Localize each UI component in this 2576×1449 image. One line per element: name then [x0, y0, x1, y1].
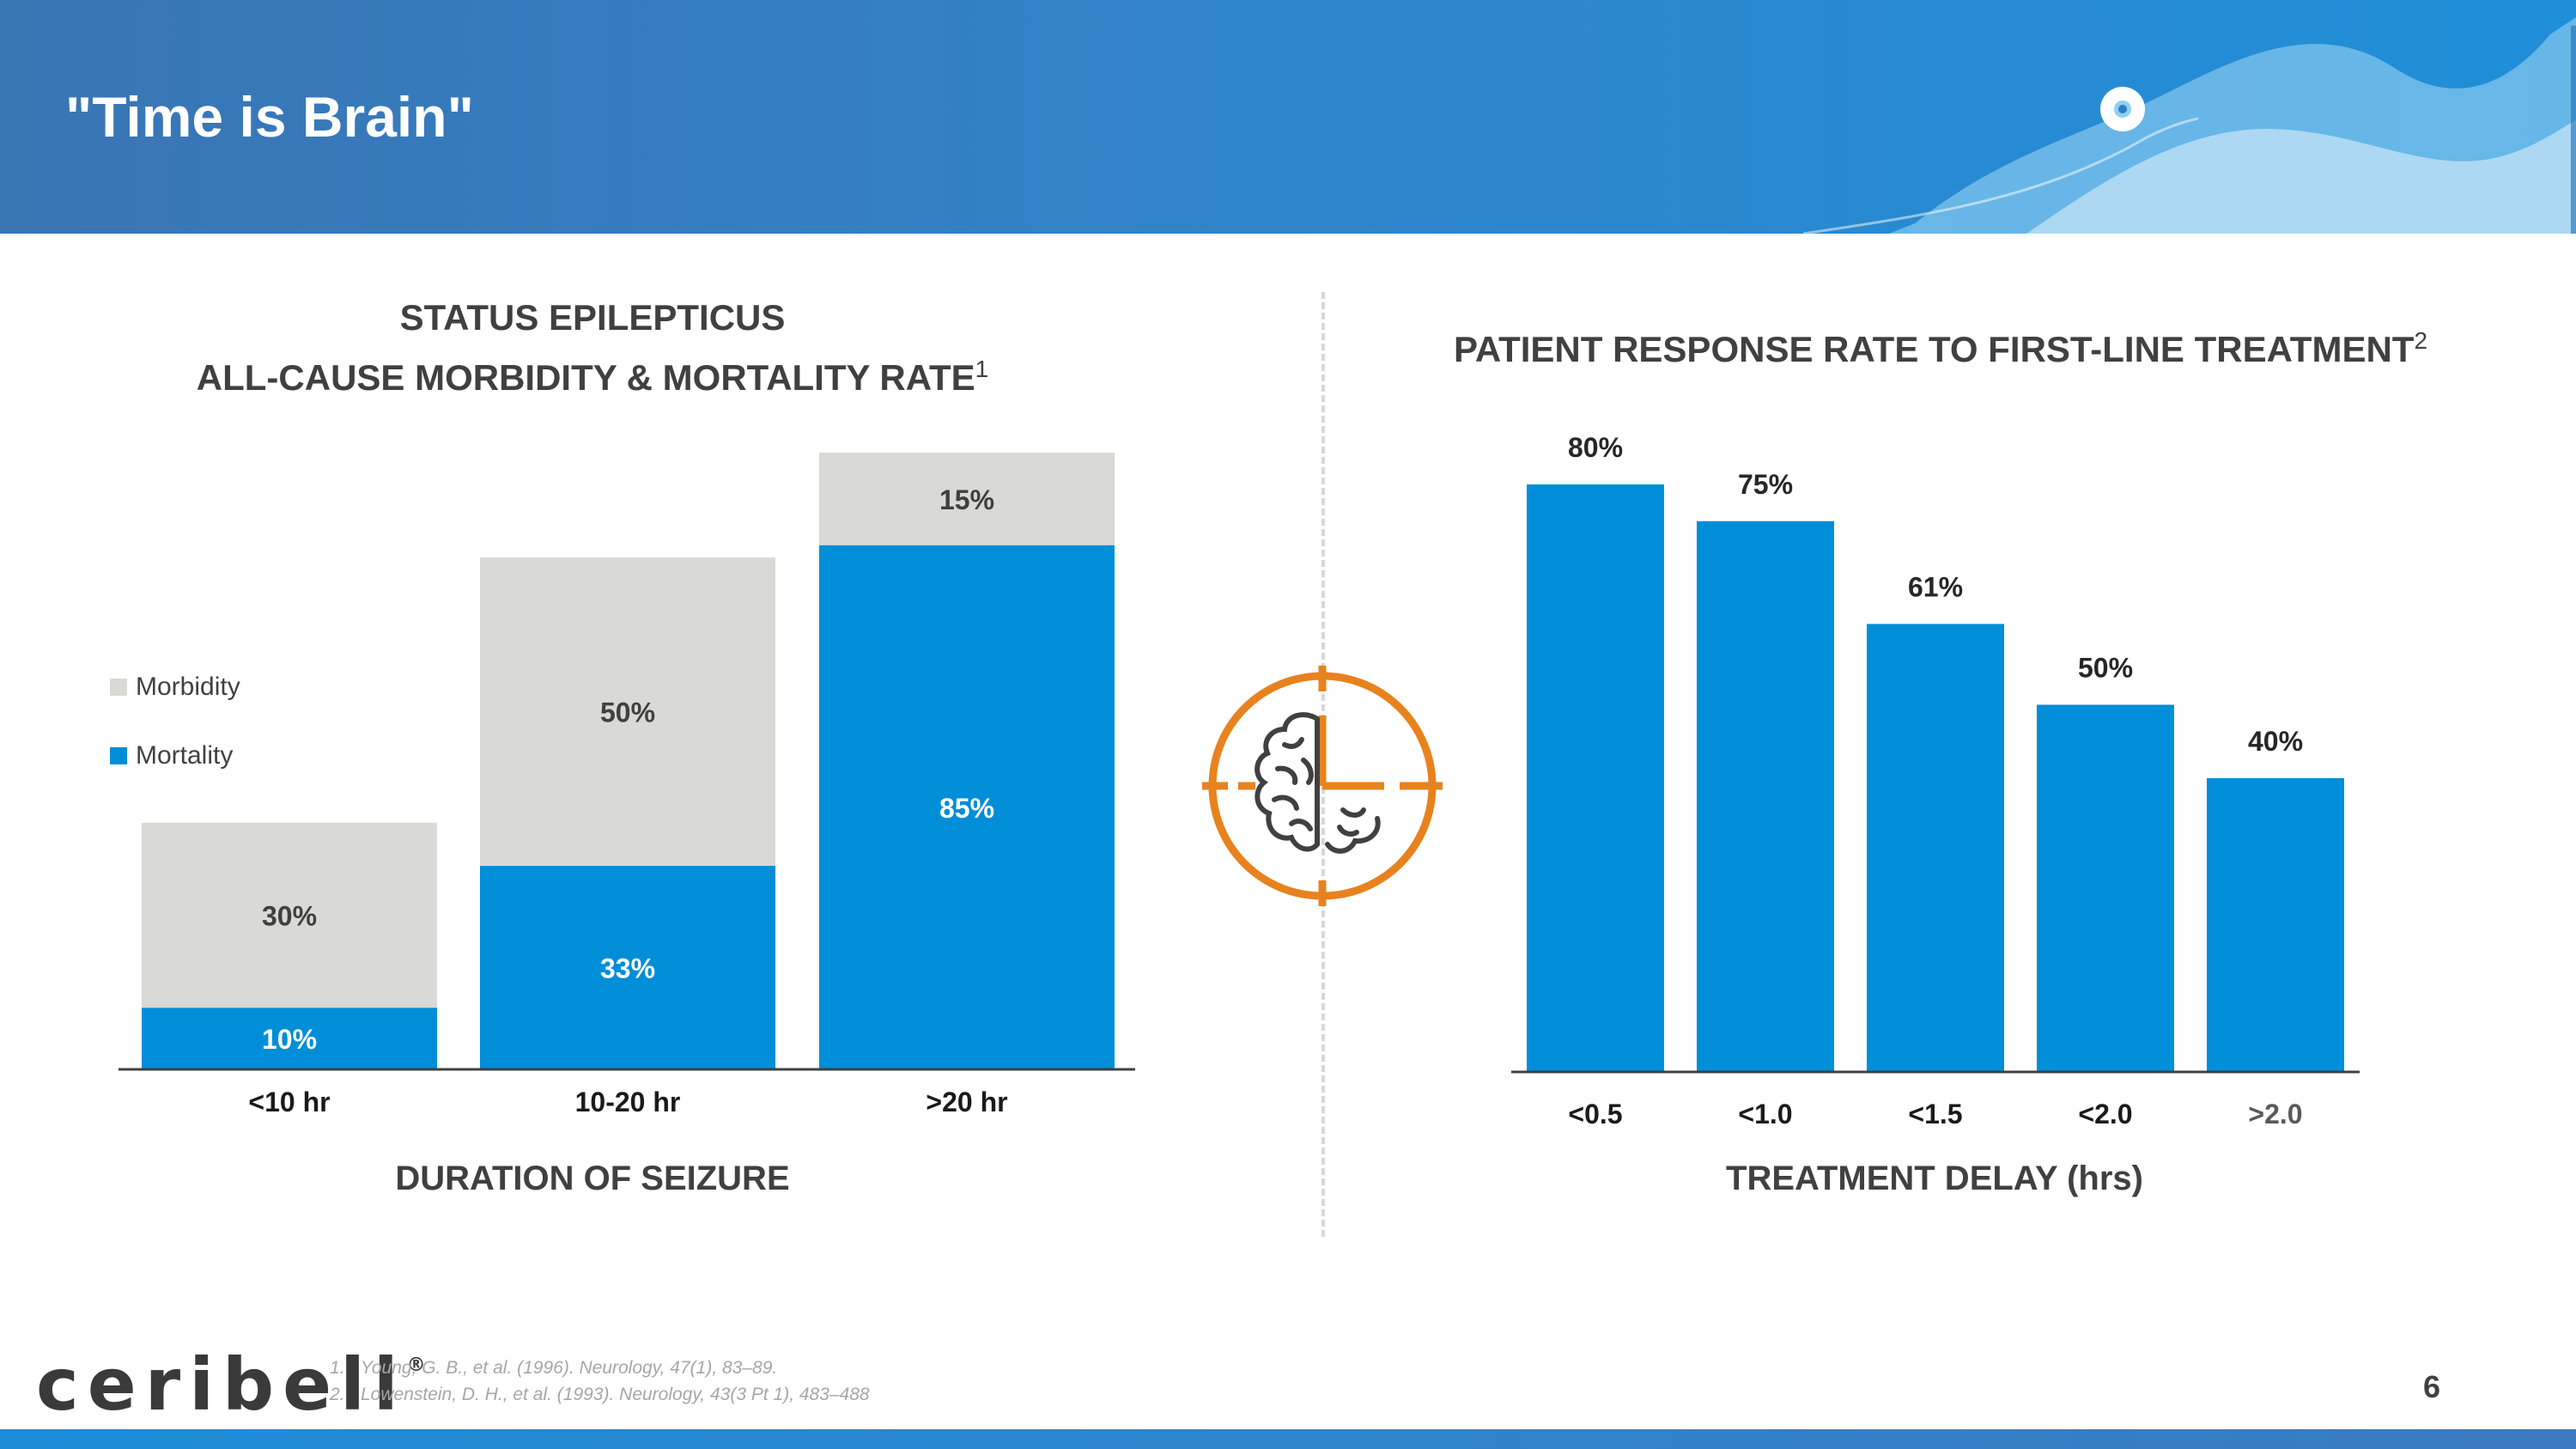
- bar-morbidity: [480, 557, 775, 867]
- reference-1-text: Young, G. B., et al. (1996). Neurology, …: [361, 1358, 778, 1378]
- legend-swatch-morbidity: [110, 679, 127, 696]
- data-label-mortality: 10%: [262, 1024, 317, 1055]
- legend-swatch-mortality: [110, 747, 127, 764]
- reference-2-number: 2.: [330, 1385, 345, 1404]
- right-chart-ref: 2: [2414, 327, 2428, 354]
- legend-label-morbidity: Morbidity: [136, 673, 240, 701]
- reference-2: 2. Lowenstein, D. H., et al. (1993). Neur…: [330, 1381, 870, 1408]
- legend-label-mortality: Mortality: [136, 741, 234, 770]
- data-label-response: 40%: [2248, 726, 2303, 757]
- left-chart-title-line2-text: ALL-CAUSE MORBIDITY & MORTALITY RATE: [196, 357, 975, 398]
- bar-response: [1697, 521, 1834, 1072]
- bar-mortality: [142, 1008, 437, 1069]
- logo-registered-mark: ®: [406, 1355, 426, 1376]
- page-number: 6: [2423, 1369, 2441, 1404]
- x-tick-label: <10 hr: [248, 1087, 330, 1117]
- legend-item-morbidity: Morbidity: [110, 670, 240, 704]
- slide-title: "Time is Brain": [65, 85, 474, 149]
- bar-morbidity: [819, 453, 1115, 545]
- legend-item-mortality: Mortality: [110, 739, 240, 773]
- x-tick-label: <1.0: [1738, 1099, 1792, 1129]
- data-label-response: 80%: [1568, 432, 1623, 463]
- bar-response: [2207, 778, 2344, 1072]
- ceribell-logo: ceribell®: [36, 1342, 426, 1427]
- wave-decoration: [1802, 17, 2576, 234]
- data-label-morbidity: 50%: [600, 697, 655, 728]
- chart-legend: Morbidity Mortality: [110, 670, 240, 807]
- right-x-axis-title: TREATMENT DELAY (hrs): [1726, 1160, 2143, 1197]
- bar-response: [1527, 484, 1664, 1072]
- x-tick-label: >20 hr: [926, 1087, 1007, 1117]
- right-chart-title: PATIENT RESPONSE RATE TO FIRST-LINE TREA…: [1425, 315, 2456, 375]
- data-label-mortality: 33%: [600, 953, 655, 984]
- references: 1. Young, G. B., et al. (1996). Neurology…: [330, 1355, 870, 1408]
- x-tick-label: <2.0: [2078, 1099, 2132, 1129]
- morbidity-mortality-chart: 10% 30% <10 hr 33% 50% 10-20 hr 85% 15% >20 hr: [118, 453, 1135, 1117]
- x-tick-label: <0.5: [1568, 1099, 1622, 1129]
- brain-clock-icon: [1202, 666, 1443, 906]
- data-label-response: 61%: [1908, 571, 1963, 602]
- bar-response: [2037, 704, 2174, 1072]
- left-x-axis-title: DURATION OF SEIZURE: [395, 1160, 790, 1197]
- bar-response: [1867, 624, 2004, 1072]
- logo-text: ceribell: [36, 1342, 407, 1427]
- response-rate-chart: 80% <0.5 75% <1.0 61% <1.5 50% <2.0 40% >2.0: [1511, 432, 2360, 1129]
- data-label-mortality: 85%: [939, 793, 994, 824]
- header-banner: "Time is Brain": [0, 0, 2576, 234]
- left-chart-title: STATUS EPILEPTICUS ALL-CAUSE MORBIDITY &…: [129, 292, 1056, 404]
- x-tick-label: <1.5: [1908, 1099, 1962, 1129]
- data-label-response: 75%: [1738, 469, 1793, 500]
- bar-mortality: [480, 866, 775, 1069]
- right-chart-title-text: PATIENT RESPONSE RATE TO FIRST-LINE TREA…: [1453, 329, 2415, 369]
- bar-mortality: [819, 545, 1115, 1069]
- left-chart-title-line2: ALL-CAUSE MORBIDITY & MORTALITY RATE1: [129, 344, 1056, 404]
- reference-1: 1. Young, G. B., et al. (1996). Neurology…: [330, 1355, 870, 1381]
- data-label-morbidity: 30%: [262, 901, 317, 932]
- reference-2-text: Lowenstein, D. H., et al. (1993). Neurol…: [361, 1385, 870, 1404]
- data-label-morbidity: 15%: [939, 484, 994, 515]
- footer-bar: [0, 1429, 2576, 1449]
- reference-1-number: 1.: [330, 1358, 345, 1378]
- x-tick-label: 10-20 hr: [575, 1087, 681, 1117]
- x-tick-label: >2.0: [2248, 1099, 2302, 1129]
- left-chart-title-line1: STATUS EPILEPTICUS: [399, 297, 786, 338]
- bar-morbidity: [142, 822, 437, 1008]
- data-label-response: 50%: [2078, 653, 2133, 684]
- left-chart-ref: 1: [975, 356, 989, 382]
